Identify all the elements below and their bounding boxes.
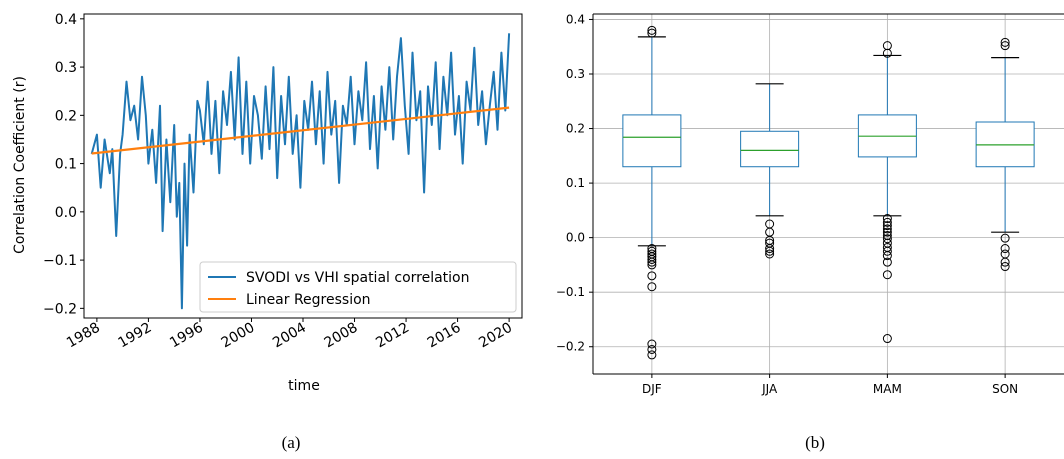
x-tick-label: MAM bbox=[873, 382, 902, 396]
y-axis-label: Correlation Coefficient (r) bbox=[12, 76, 28, 254]
outlier-point bbox=[882, 234, 892, 244]
outlier-point bbox=[647, 350, 657, 360]
y-tick-label: −0.2 bbox=[43, 301, 77, 317]
box-iqr bbox=[622, 114, 682, 168]
outlier-point bbox=[882, 221, 892, 231]
y-tick-label: 0.2 bbox=[566, 122, 585, 136]
y-tick-label: 0.4 bbox=[566, 12, 585, 26]
x-tick-label: 2012 bbox=[373, 320, 412, 352]
x-tick-label: 2004 bbox=[270, 320, 309, 352]
outlier-point bbox=[647, 254, 657, 264]
legend-label: Linear Regression bbox=[246, 292, 371, 308]
y-tick-label: −0.1 bbox=[556, 285, 585, 299]
outlier-point bbox=[1000, 233, 1010, 243]
outlier-point bbox=[647, 282, 657, 292]
panel-caption: (b) bbox=[805, 433, 825, 452]
outlier-point bbox=[882, 246, 892, 256]
outlier-point bbox=[1000, 37, 1010, 47]
x-tick-label: 2016 bbox=[425, 320, 464, 352]
line-chart-panel: Correlation Coefficient (r) time (a) −0.… bbox=[12, 12, 523, 452]
outlier-point bbox=[882, 251, 892, 261]
outlier-point bbox=[882, 257, 892, 267]
outlier-point bbox=[647, 339, 657, 349]
box-iqr bbox=[740, 130, 800, 168]
outlier-point bbox=[882, 214, 892, 224]
outlier-point bbox=[647, 25, 657, 35]
y-tick-label: 0.3 bbox=[566, 67, 585, 81]
outlier-point bbox=[647, 260, 657, 270]
outlier-point bbox=[882, 217, 892, 227]
y-tick-label: 0.1 bbox=[566, 176, 585, 190]
x-tick-label: DJF bbox=[642, 382, 662, 396]
outlier-point bbox=[882, 227, 892, 237]
y-tick-label: −0.2 bbox=[556, 340, 585, 354]
outlier-point bbox=[1000, 262, 1010, 272]
y-tick-label: 0.0 bbox=[55, 205, 77, 221]
panel-caption: (a) bbox=[282, 433, 301, 452]
outlier-point bbox=[882, 224, 892, 234]
x-tick-label: 2008 bbox=[322, 320, 361, 352]
outlier-point bbox=[765, 249, 775, 259]
series-line-regression bbox=[91, 106, 510, 155]
outlier-point bbox=[647, 344, 657, 354]
outlier-point bbox=[1000, 244, 1010, 254]
outlier-point bbox=[765, 246, 775, 256]
y-tick-label: 0.4 bbox=[55, 12, 77, 28]
x-tick-label: 1996 bbox=[167, 320, 206, 352]
outlier-point bbox=[1000, 41, 1010, 51]
y-tick-label: 0.2 bbox=[55, 108, 77, 124]
y-tick-label: 0.1 bbox=[55, 157, 77, 173]
outlier-point bbox=[882, 270, 892, 280]
legend-box bbox=[199, 261, 517, 313]
x-tick-label: 2000 bbox=[219, 320, 258, 352]
legend-label: SVODI vs VHI spatial correlation bbox=[246, 270, 470, 286]
x-tick-label: 1988 bbox=[64, 320, 103, 352]
x-tick-label: 2020 bbox=[476, 320, 515, 352]
outlier-point bbox=[765, 244, 775, 254]
y-tick-label: −0.1 bbox=[43, 253, 77, 269]
outlier-point bbox=[647, 28, 657, 38]
x-tick-label: SON bbox=[992, 382, 1018, 396]
y-tick-label: 0.3 bbox=[55, 60, 77, 76]
outlier-point bbox=[647, 271, 657, 281]
outlier-point bbox=[882, 334, 892, 344]
x-axis-label: time bbox=[288, 378, 320, 394]
x-tick-label: 1992 bbox=[116, 320, 155, 352]
series-line-correlation bbox=[90, 33, 511, 310]
x-tick-label: JJA bbox=[761, 382, 778, 396]
y-tick-label: 0.0 bbox=[566, 231, 585, 245]
outlier-point bbox=[647, 257, 657, 267]
outlier-point bbox=[882, 48, 892, 58]
outlier-point bbox=[1000, 257, 1010, 267]
box-plot-panel: (b) −0.2 −0.1 0.0 0.1 0.2 0.3 0.4 DJF JJA MAM SON bbox=[556, 12, 1064, 452]
